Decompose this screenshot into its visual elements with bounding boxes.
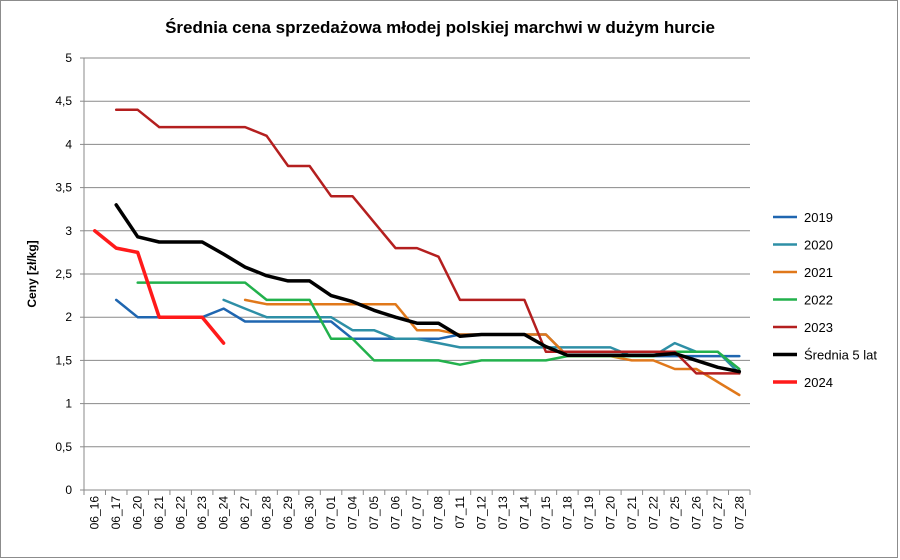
legend-item: 2022	[773, 293, 833, 308]
x-tick-label: 07_25	[668, 496, 682, 530]
y-tick-labels: 0 0,5 1 1,5 2 2,5 3 3,5 4 4,5 5	[55, 51, 72, 497]
y-tick-label: 2	[65, 310, 72, 324]
legend-label: 2023	[804, 320, 833, 335]
chart-title: Średnia cena sprzedażowa młodej polskiej…	[165, 18, 715, 37]
y-tick-label: 1,5	[55, 353, 72, 367]
series-lines	[92, 108, 742, 397]
legend-item: 2024	[773, 375, 833, 390]
x-tick-labels: 06_16 06_17 06_20 06_21 06_22 06_23 06_24 06_27…	[88, 496, 747, 530]
x-tick-label: 06_23	[195, 496, 209, 530]
legend-item: 2023	[773, 320, 833, 335]
y-tick-label: 3,5	[55, 181, 72, 195]
x-tick-label: 07_20	[603, 496, 617, 530]
legend-label: 2024	[804, 375, 833, 390]
x-tick-label: 07_01	[324, 496, 338, 530]
x-tick-label: 06_20	[131, 496, 145, 530]
x-tick-label: 06_30	[303, 496, 317, 530]
legend-item: 2021	[773, 265, 833, 280]
legend-label: 2022	[804, 293, 833, 308]
legend-item: Średnia 5 lat	[773, 348, 877, 363]
x-tick-label: 07_12	[474, 496, 488, 530]
x-tick-label: 06_17	[109, 496, 123, 530]
legend-label: Średnia 5 lat	[804, 348, 877, 363]
x-tick-label: 06_16	[88, 496, 102, 530]
x-tick-label: 07_08	[431, 496, 445, 530]
legend-label: 2021	[804, 265, 833, 280]
series-line	[92, 229, 226, 345]
x-tick-label: 07_11	[453, 496, 467, 529]
series-line	[222, 298, 741, 375]
x-tick-label: 06_27	[238, 496, 252, 530]
x-tick-label: 07_07	[410, 496, 424, 530]
x-tick-label: 07_22	[646, 496, 660, 530]
series-5	[114, 203, 742, 374]
x-tick-label: 06_29	[281, 496, 295, 530]
y-tick-label: 4,5	[55, 94, 72, 108]
x-tick-label: 06_28	[260, 496, 274, 530]
x-tick-label: 07_18	[560, 496, 574, 530]
series-6	[92, 229, 226, 345]
legend-item: 2020	[773, 238, 833, 253]
x-tick-label: 07_27	[711, 496, 725, 530]
series-1	[222, 298, 741, 375]
legend-label: 2019	[804, 210, 833, 225]
y-tick-label: 0	[65, 483, 72, 497]
y-tick-label: 1	[65, 397, 72, 411]
series-line	[114, 108, 741, 375]
series-line	[114, 203, 742, 374]
x-tick-label: 06_24	[217, 496, 231, 530]
x-tick-label: 07_06	[389, 496, 403, 530]
x-tick-label: 06_21	[152, 496, 166, 530]
x-tick-label: 07_04	[346, 496, 360, 530]
axes	[80, 57, 751, 495]
y-tick-label: 0,5	[55, 440, 72, 454]
y-axis-label: Ceny [zł/kg]	[25, 240, 39, 307]
legend: 2019 2020 2021 2022 2023 Średnia 5 lat 2024	[773, 210, 877, 390]
x-tick-label: 07_28	[732, 496, 746, 530]
y-tick-label: 2,5	[55, 267, 72, 281]
legend-item: 2019	[773, 210, 833, 225]
y-tick-label: 3	[65, 224, 72, 238]
x-tick-label: 07_05	[367, 496, 381, 530]
y-tick-label: 4	[65, 137, 72, 151]
x-tick-label: 07_15	[539, 496, 553, 530]
x-tick-label: 07_19	[582, 496, 596, 530]
x-tick-label: 07_13	[496, 496, 510, 530]
x-tick-label: 07_14	[517, 496, 531, 530]
y-tick-label: 5	[65, 51, 72, 65]
x-tick-label: 06_22	[174, 496, 188, 530]
gridlines	[84, 57, 750, 448]
x-tick-label: 07_21	[625, 496, 639, 530]
legend-label: 2020	[804, 238, 833, 253]
x-tick-label: 07_26	[689, 496, 703, 530]
series-4	[114, 108, 741, 375]
